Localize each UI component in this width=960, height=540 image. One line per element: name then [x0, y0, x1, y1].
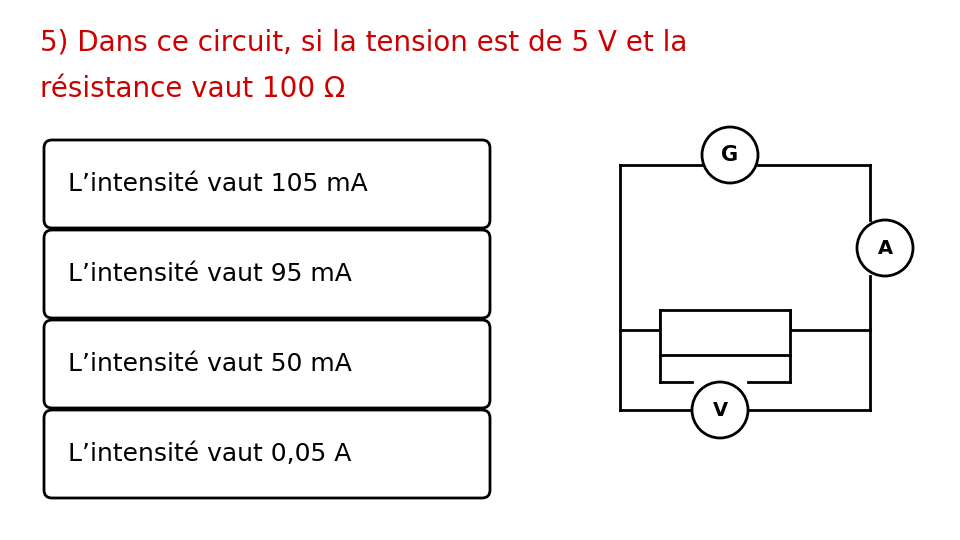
FancyBboxPatch shape [44, 410, 490, 498]
Text: V: V [712, 401, 728, 420]
Text: L’intensité vaut 105 mA: L’intensité vaut 105 mA [68, 172, 368, 196]
Text: 5) Dans ce circuit, si la tension est de 5 V et la: 5) Dans ce circuit, si la tension est de… [40, 28, 687, 56]
Circle shape [702, 127, 758, 183]
Text: L’intensité vaut 0,05 A: L’intensité vaut 0,05 A [68, 442, 351, 466]
FancyBboxPatch shape [44, 320, 490, 408]
Bar [660, 310, 790, 355]
Text: résistance vaut 100 Ω: résistance vaut 100 Ω [40, 75, 346, 103]
Circle shape [857, 220, 913, 276]
FancyBboxPatch shape [44, 230, 490, 318]
Text: A: A [877, 239, 893, 258]
Text: G: G [721, 145, 738, 165]
Text: L’intensité vaut 50 mA: L’intensité vaut 50 mA [68, 352, 352, 376]
Circle shape [692, 382, 748, 438]
Text: L’intensité vaut 95 mA: L’intensité vaut 95 mA [68, 262, 352, 286]
FancyBboxPatch shape [44, 140, 490, 228]
